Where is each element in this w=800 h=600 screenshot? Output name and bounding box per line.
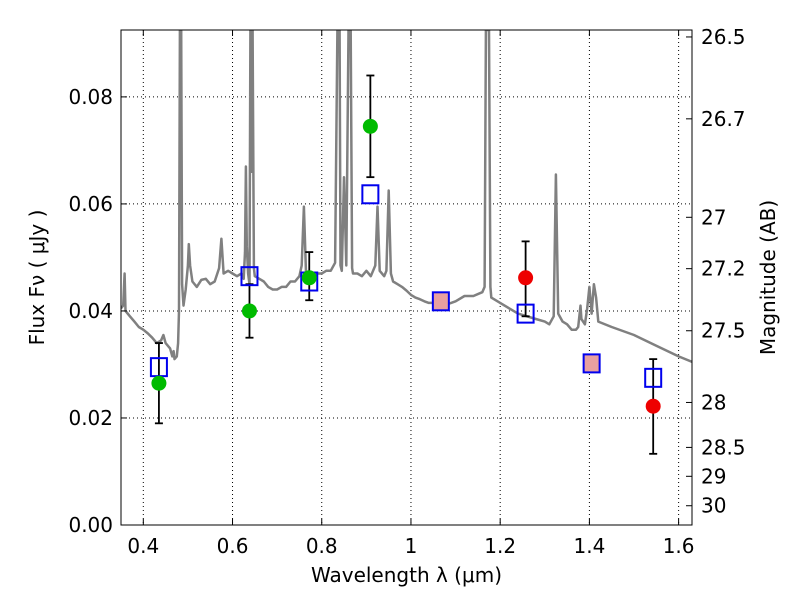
x-tick-label: 1.6 xyxy=(663,534,695,558)
y2-tick-label: 26.7 xyxy=(701,107,746,131)
red-point xyxy=(645,398,661,414)
x-ticks: 0.4 0.6 0.8 1 1.2 1.4 1.6 xyxy=(127,30,695,558)
x-tick-label: 1.4 xyxy=(573,534,605,558)
red-point xyxy=(518,270,534,286)
band-square xyxy=(516,303,535,324)
y2-tick-label: 27.5 xyxy=(701,319,746,343)
y-tick-label: 0.04 xyxy=(68,299,113,323)
grid xyxy=(121,30,692,526)
y2-tick-label: 27 xyxy=(701,205,726,229)
x-tick-label: 1 xyxy=(405,534,418,558)
band-square xyxy=(644,367,663,388)
y-tick-label: 0.00 xyxy=(68,513,113,537)
band-square xyxy=(240,266,259,287)
green-point xyxy=(362,118,378,134)
plot-frame xyxy=(120,29,693,526)
green-point xyxy=(151,375,167,391)
y-axis-label: Flux Fν ( μJy ) xyxy=(25,210,49,346)
model-spectrum-line xyxy=(121,30,692,363)
x-tick-label: 0.8 xyxy=(306,534,338,558)
y-ticks: 0.00 0.02 0.04 0.06 0.08 xyxy=(68,85,127,537)
band-squares xyxy=(149,184,663,388)
error-bars xyxy=(154,74,658,455)
y2-tick-label: 28.5 xyxy=(701,435,746,459)
x-tick-label: 1.2 xyxy=(484,534,516,558)
y2-tick-label: 27.2 xyxy=(701,257,746,281)
band-square xyxy=(582,353,601,374)
y-tick-label: 0.06 xyxy=(68,192,113,216)
y2-axis-label: Magnitude (AB) xyxy=(756,200,780,355)
y2-tick-label: 26.5 xyxy=(701,25,746,49)
y2-ticks: 26.5 26.7 27 27.2 27.5 28 28.5 29 30 xyxy=(686,25,746,518)
y2-tick-label: 30 xyxy=(701,494,726,518)
x-tick-label: 0.6 xyxy=(217,534,249,558)
x-axis-label: Wavelength λ (μm) xyxy=(311,563,502,587)
y2-tick-label: 28 xyxy=(701,390,726,414)
green-point xyxy=(301,270,317,286)
photometry-points xyxy=(151,118,661,414)
y-tick-label: 0.02 xyxy=(68,406,113,430)
model-spectrum xyxy=(121,30,692,363)
x-tick-label: 0.4 xyxy=(127,534,159,558)
band-square xyxy=(431,291,450,312)
y-tick-label: 0.08 xyxy=(68,85,113,109)
band-square xyxy=(361,184,380,205)
y2-tick-label: 29 xyxy=(701,464,726,488)
green-point xyxy=(241,303,257,319)
